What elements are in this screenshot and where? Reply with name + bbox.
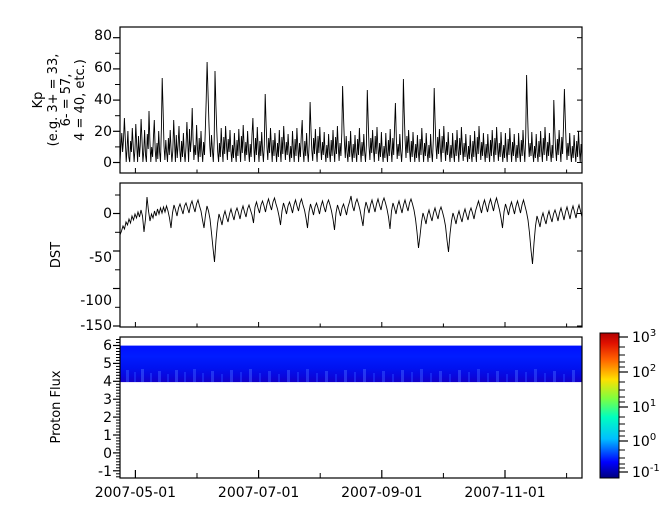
kp-ytick-4: 80 [94,28,112,44]
dst-ytick-1: -50 [89,250,112,266]
dst-trace [120,195,582,265]
proton-ytick-3: 3 [103,392,112,408]
proton-ytick-labels: 6 5 4 3 2 1 0 -1 [98,338,112,480]
panel-dst: DST 0 -50 -100 -150 [49,182,583,334]
kp-label-line-2: 6- = 57, [59,74,74,127]
colorbar-label-3: 100 [632,432,656,450]
dst-y-axis-label: DST [49,242,64,268]
colorbar-label-4: 10-1 [632,463,660,481]
proton-ytick-7: -1 [98,464,112,480]
proton-ytick-2: 4 [103,374,112,390]
proton-major-ticks [113,344,120,472]
x-tick-label-2: 2007-09-01 [341,485,422,501]
kp-label-line-0: Kp [31,92,46,109]
dst-ytick-0: 0 [103,206,112,222]
kp-ytick-0: 0 [103,155,112,171]
colorbar-label-2: 101 [632,398,656,416]
x-tick-label-0: 2007-05-01 [95,485,176,501]
kp-ytick-3: 60 [94,60,112,76]
colorbar-ticks [619,336,628,473]
kp-ytick-labels: 0 20 40 60 80 [94,28,112,171]
panel-proton-flux: Proton Flux 6 5 4 3 2 1 0 -1 [49,336,583,480]
dst-plot-frame [119,182,583,328]
kp-label-line-3: 4 = 40, etc.) [73,59,88,141]
x-tick-label-3: 2007-11-01 [464,485,545,501]
colorbar-frame [599,332,620,479]
proton-ytick-0: 6 [103,338,112,354]
dst-trace-group [120,195,582,265]
proton-ytick-6: 0 [103,446,112,462]
proton-flux-band [120,345,582,383]
proton-ytick-1: 5 [103,356,112,372]
colorbar-label-1: 102 [632,363,656,381]
panel-kp: Kp (e.g. 3+ = 33, 6- = 57, 4 = 40, etc.)… [31,26,583,174]
proton-minor-ticks [116,339,120,478]
x-tick-label-1: 2007-07-01 [218,485,299,501]
proton-flux-striping [126,369,575,382]
dst-ytick-2: -100 [80,293,112,309]
colorbar-label-0: 103 [632,328,656,346]
kp-ytick-1: 20 [94,124,112,140]
x-axis-tick-labels: 2007-05-01 2007-07-01 2007-09-01 2007-11… [95,485,546,501]
kp-trace [120,61,582,163]
proton-ytick-5: 1 [103,428,112,444]
kp-y-axis-label: Kp (e.g. 3+ = 33, 6- = 57, 4 = 40, etc.) [31,54,88,147]
proton-spectrogram [120,345,582,383]
dst-ytick-3: -150 [80,318,112,334]
proton-y-axis-label: Proton Flux [49,370,64,443]
kp-ytick-2: 40 [94,92,112,108]
colorbar-tick-labels: 103 102 101 100 10-1 [632,328,660,481]
colorbar-gradient [600,333,619,478]
colorbar: 103 102 101 100 10-1 [599,328,660,481]
kp-trace-group [120,61,582,163]
proton-plot-frame [119,336,583,479]
kp-label-line-1: (e.g. 3+ = 33, [46,54,61,147]
kp-plot-frame [119,26,583,174]
proton-ytick-4: 2 [103,410,112,426]
proton-x-ticks [134,470,568,478]
dst-ytick-labels: 0 -50 -100 -150 [80,206,112,334]
